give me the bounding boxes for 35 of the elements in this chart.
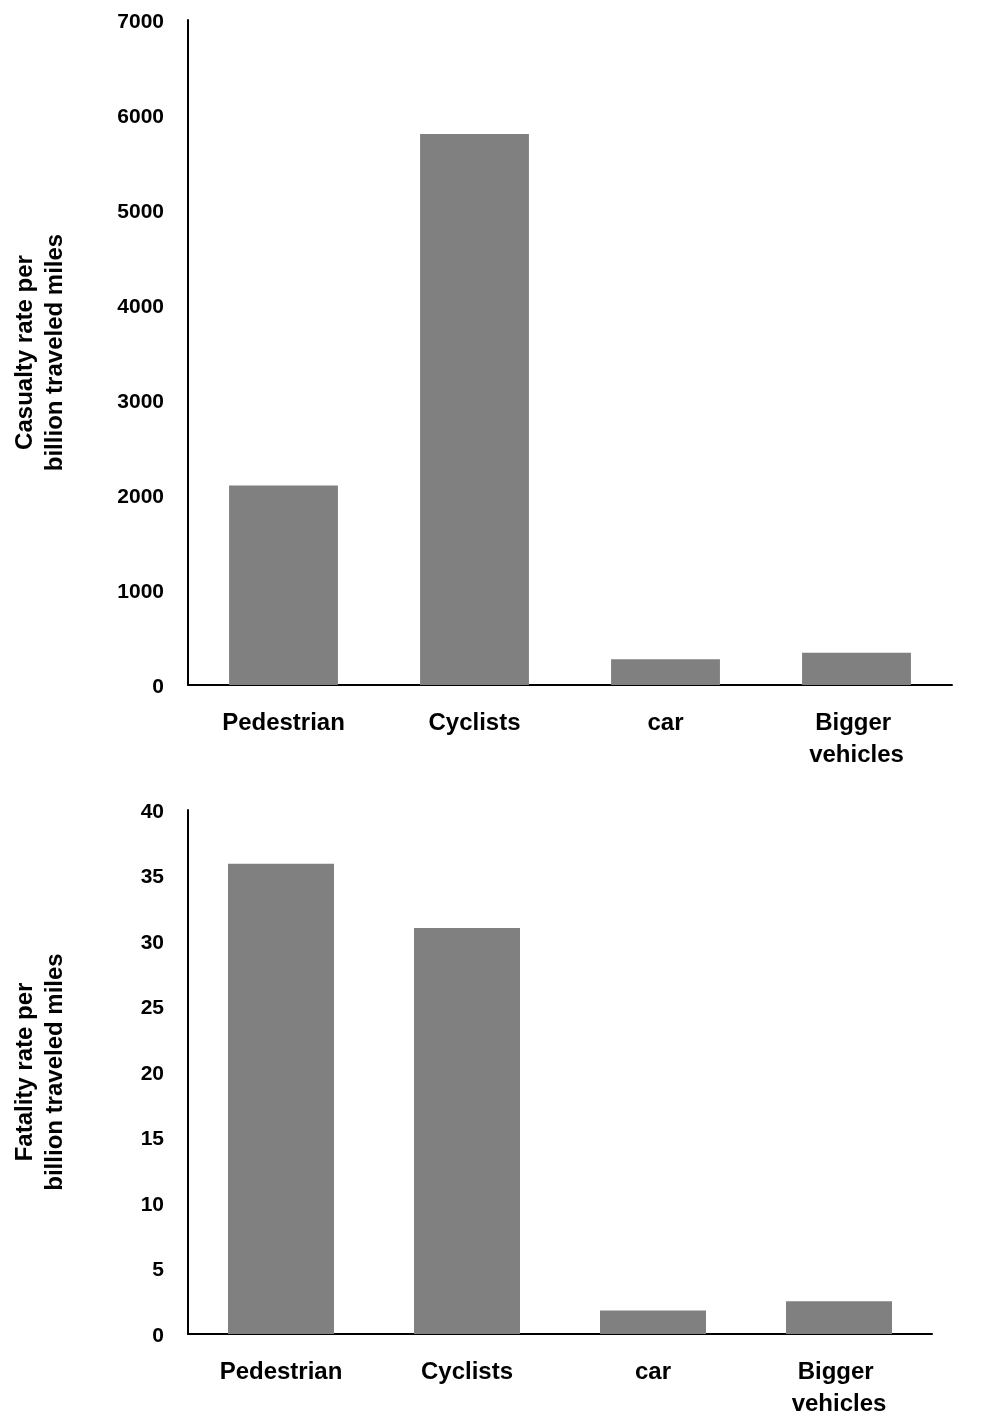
x-tick-label: Cyclists <box>420 1356 514 1384</box>
y-tick-label: 2000 <box>117 483 164 507</box>
y-tick-label: 7000 <box>117 8 164 32</box>
x-tick-label: Bigger vehicles <box>791 1356 887 1416</box>
x-tick-label: car <box>647 707 684 735</box>
bar <box>611 659 720 685</box>
bar <box>229 485 338 685</box>
y-tick-label: 35 <box>140 864 165 887</box>
bar <box>413 927 521 1334</box>
y-tick-label: 5 <box>152 1257 165 1280</box>
y-tick-label: 1000 <box>117 578 164 602</box>
x-tick-label: car <box>634 1356 672 1384</box>
x-tick-label: Pedestrian <box>222 707 345 735</box>
y-tick-label: 4000 <box>117 293 164 317</box>
y-tick-label: 20 <box>140 1060 164 1084</box>
bar <box>785 1301 893 1334</box>
bar <box>420 134 529 685</box>
y-tick-label: 6000 <box>117 103 164 127</box>
y-axis-title: Fatality rate per billion traveled miles <box>9 953 67 1191</box>
y-tick-label: 40 <box>140 798 164 822</box>
y-axis-title: Casualty rate per billion traveled miles <box>9 233 67 472</box>
y-tick-label: 25 <box>140 995 165 1018</box>
x-tick-label: Pedestrian <box>219 1356 343 1384</box>
y-tick-label: 0 <box>152 673 164 697</box>
bar <box>599 1310 707 1334</box>
y-tick-label: 3000 <box>117 388 164 412</box>
bar <box>227 863 335 1334</box>
x-tick-label: Cyclists <box>428 707 521 735</box>
y-tick-label: 10 <box>140 1191 164 1215</box>
y-tick-label: 15 <box>140 1126 165 1149</box>
x-tick-label: Bigger vehicles <box>809 707 904 767</box>
y-tick-label: 0 <box>152 1322 164 1346</box>
bar <box>802 652 911 685</box>
y-tick-label: 5000 <box>117 198 164 222</box>
y-tick-label: 30 <box>140 929 164 953</box>
